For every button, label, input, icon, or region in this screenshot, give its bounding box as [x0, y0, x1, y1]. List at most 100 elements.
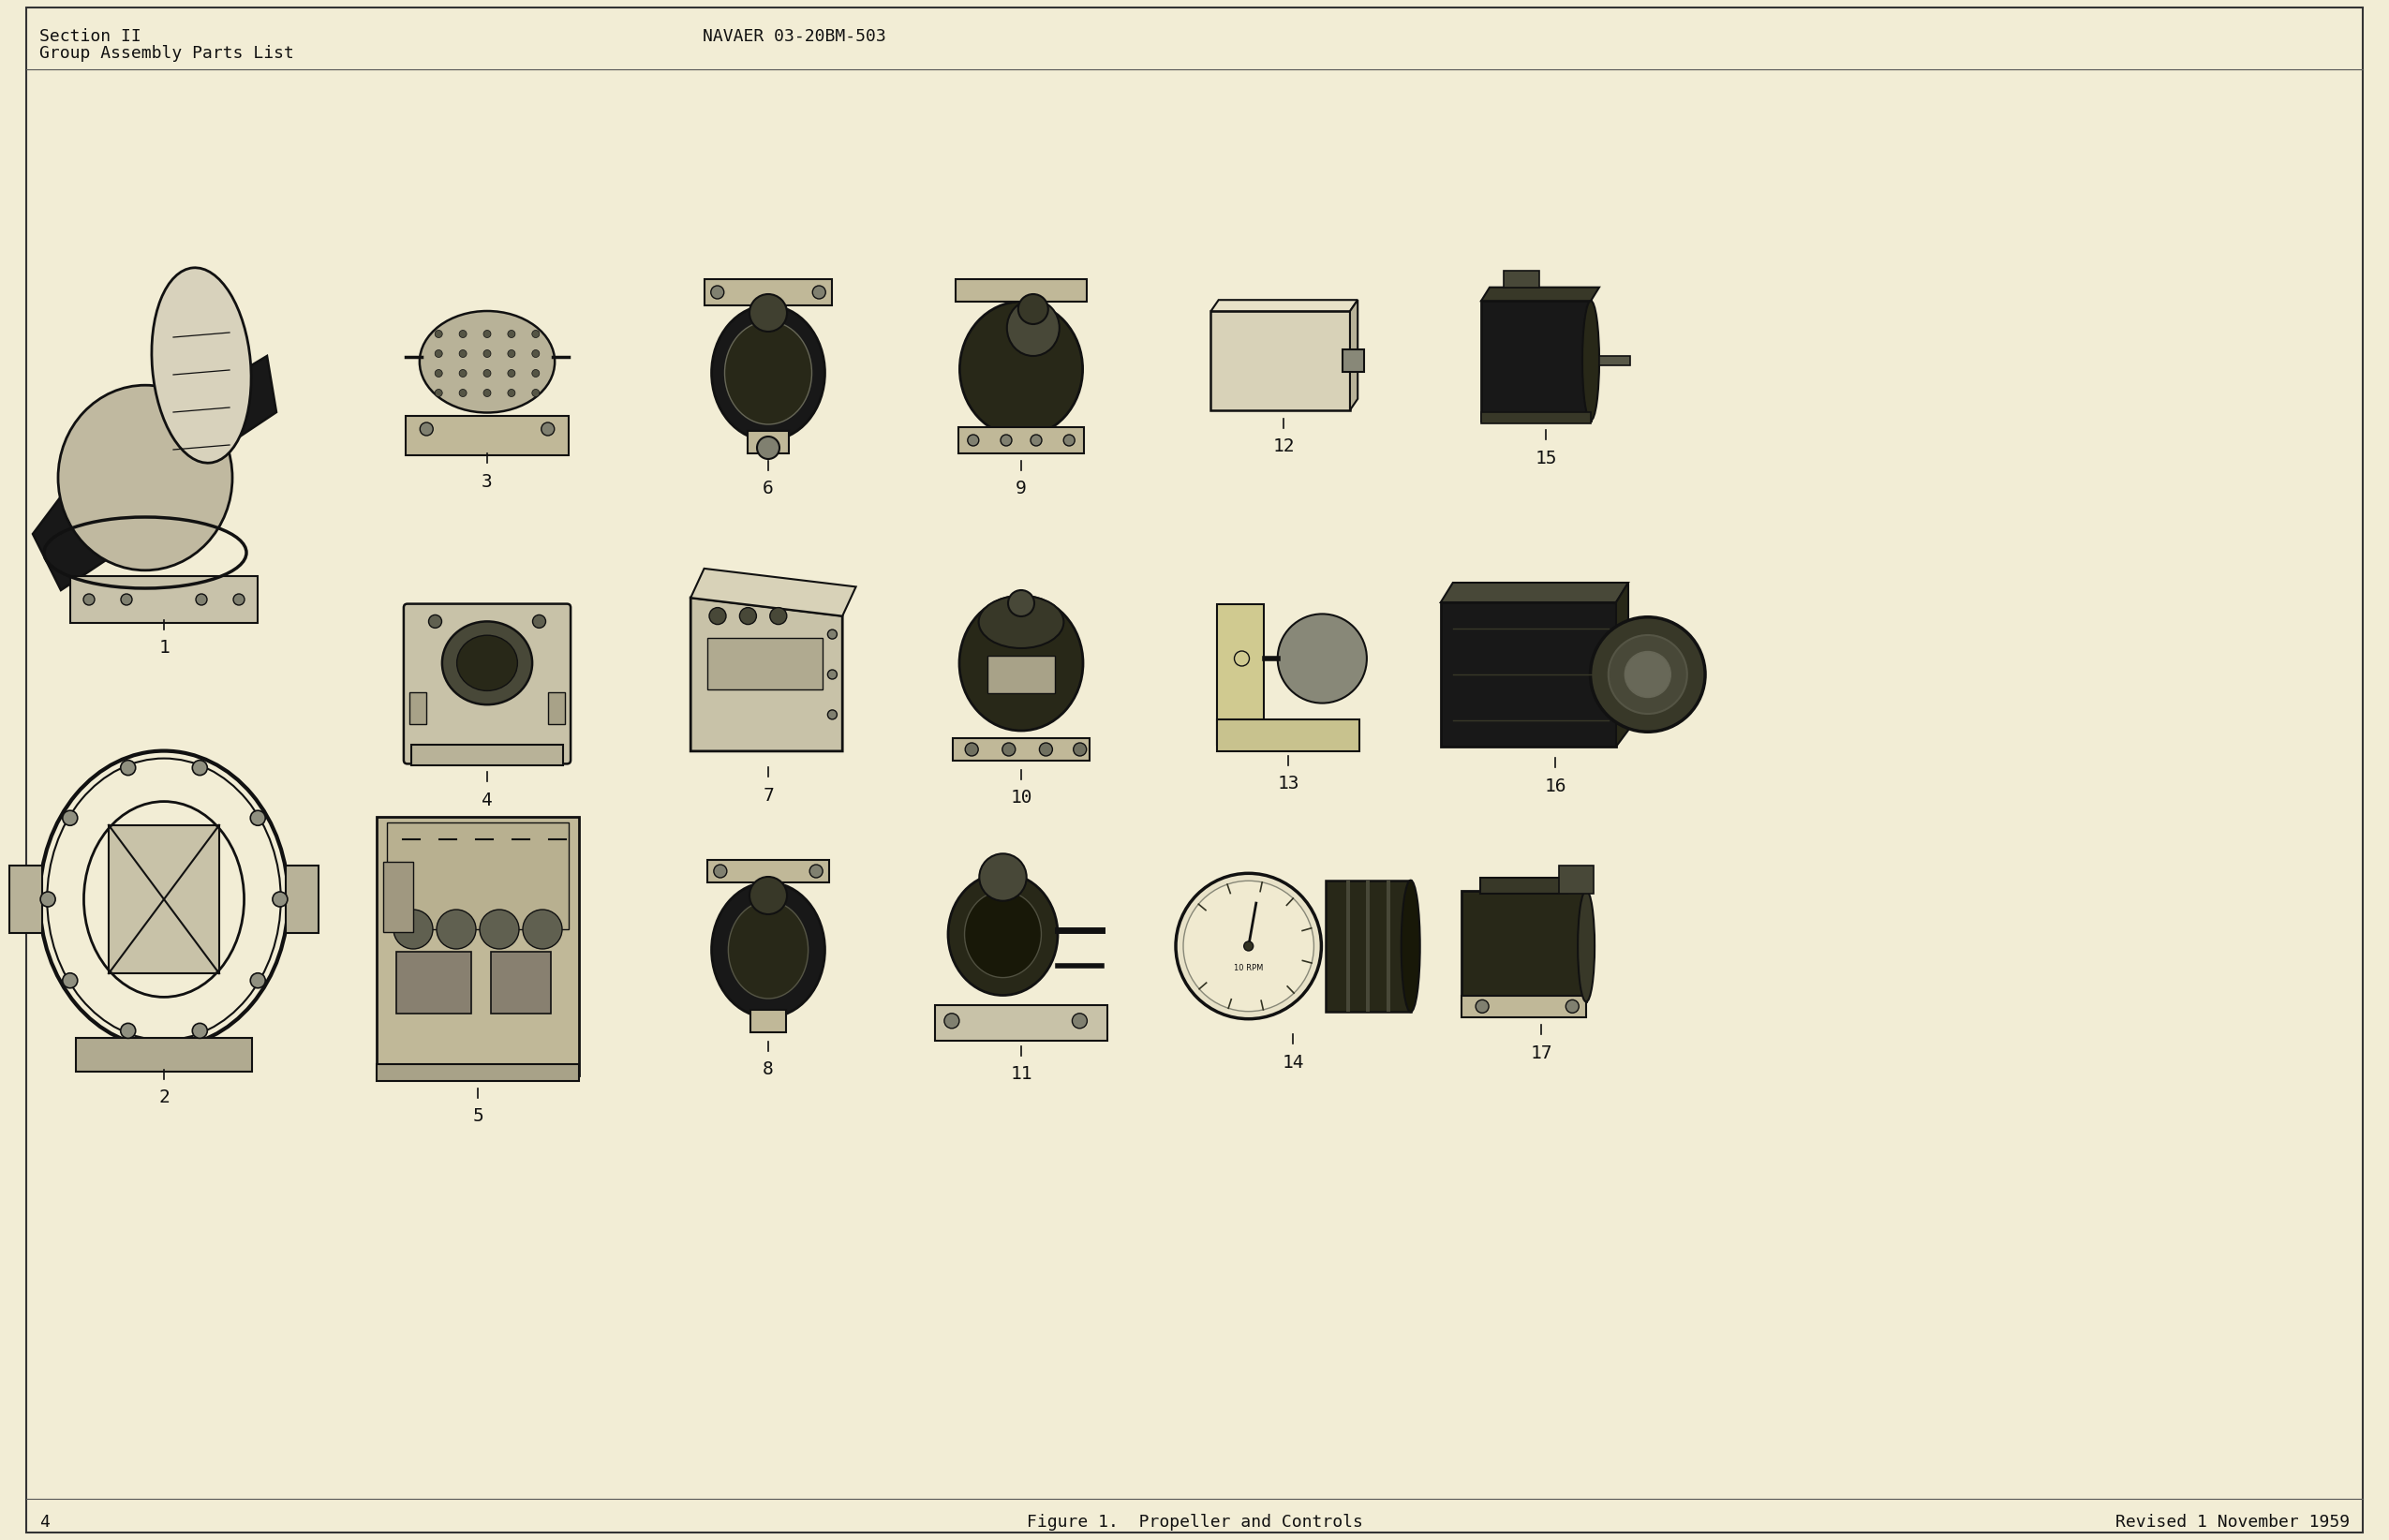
- Circle shape: [1073, 742, 1087, 756]
- Circle shape: [483, 390, 490, 397]
- Bar: [1598, 356, 1629, 365]
- Ellipse shape: [420, 311, 554, 413]
- Bar: [1481, 878, 1567, 893]
- Circle shape: [509, 350, 516, 357]
- Circle shape: [533, 390, 540, 397]
- Circle shape: [459, 350, 466, 357]
- Circle shape: [533, 330, 540, 337]
- Circle shape: [480, 910, 518, 949]
- Bar: [750, 1010, 786, 1032]
- Ellipse shape: [960, 302, 1082, 436]
- Ellipse shape: [965, 892, 1042, 978]
- Polygon shape: [1211, 300, 1357, 311]
- Bar: [10, 865, 43, 933]
- Bar: [547, 693, 566, 724]
- Circle shape: [757, 436, 779, 459]
- Circle shape: [1278, 614, 1367, 704]
- Bar: [382, 862, 413, 932]
- Text: Figure 1.  Propeller and Controls: Figure 1. Propeller and Controls: [1027, 1514, 1362, 1531]
- Text: Section II: Section II: [38, 28, 141, 45]
- Ellipse shape: [442, 622, 533, 705]
- Circle shape: [1039, 742, 1054, 756]
- Polygon shape: [1350, 300, 1357, 410]
- Text: Revised 1 November 1959: Revised 1 November 1959: [2114, 1514, 2351, 1531]
- Text: 4: 4: [38, 1514, 50, 1531]
- Circle shape: [420, 422, 432, 436]
- Bar: [1558, 865, 1593, 893]
- Circle shape: [234, 594, 244, 605]
- Bar: [707, 859, 829, 882]
- Bar: [1211, 311, 1350, 410]
- Bar: [108, 825, 220, 973]
- Text: 2: 2: [158, 1089, 170, 1106]
- Bar: [1386, 881, 1390, 1012]
- Circle shape: [968, 434, 979, 447]
- Text: 5: 5: [473, 1107, 483, 1126]
- Bar: [953, 738, 1089, 761]
- Circle shape: [194, 1023, 208, 1038]
- Polygon shape: [690, 568, 855, 616]
- Text: 14: 14: [1283, 1053, 1304, 1072]
- Circle shape: [119, 761, 136, 775]
- Polygon shape: [1481, 288, 1598, 300]
- Bar: [707, 638, 822, 688]
- Text: 1: 1: [158, 639, 170, 656]
- Bar: [1345, 881, 1350, 1012]
- Circle shape: [84, 594, 96, 605]
- Polygon shape: [1615, 582, 1629, 747]
- Text: NAVAER 03-20BM-503: NAVAER 03-20BM-503: [702, 28, 886, 45]
- Circle shape: [1030, 434, 1042, 447]
- Polygon shape: [1441, 582, 1629, 602]
- Circle shape: [827, 670, 836, 679]
- Bar: [287, 865, 318, 933]
- Ellipse shape: [724, 322, 812, 425]
- Circle shape: [394, 910, 432, 949]
- Bar: [987, 656, 1056, 693]
- Circle shape: [459, 370, 466, 377]
- Circle shape: [1008, 590, 1034, 616]
- Ellipse shape: [1402, 881, 1419, 1012]
- Circle shape: [533, 614, 545, 628]
- Ellipse shape: [960, 596, 1082, 730]
- Bar: [377, 1064, 578, 1081]
- Polygon shape: [191, 356, 277, 459]
- Bar: [1343, 350, 1364, 371]
- FancyBboxPatch shape: [404, 604, 571, 764]
- Ellipse shape: [456, 636, 518, 691]
- Text: 10 RPM: 10 RPM: [1233, 964, 1264, 972]
- Ellipse shape: [948, 873, 1058, 995]
- Circle shape: [509, 330, 516, 337]
- Bar: [956, 279, 1087, 302]
- Circle shape: [251, 810, 265, 825]
- Circle shape: [437, 910, 475, 949]
- Bar: [409, 693, 428, 724]
- Circle shape: [483, 350, 490, 357]
- Bar: [397, 952, 471, 1013]
- Text: 12: 12: [1273, 437, 1295, 456]
- Text: 6: 6: [762, 479, 774, 497]
- Circle shape: [542, 422, 554, 436]
- Circle shape: [710, 608, 726, 624]
- Text: 8: 8: [762, 1061, 774, 1078]
- Circle shape: [1175, 873, 1321, 1019]
- Circle shape: [251, 973, 265, 989]
- Circle shape: [119, 1023, 136, 1038]
- Circle shape: [769, 608, 786, 624]
- Circle shape: [965, 742, 977, 756]
- Polygon shape: [690, 598, 843, 752]
- Ellipse shape: [57, 385, 232, 570]
- Circle shape: [435, 350, 442, 357]
- Bar: [490, 952, 552, 1013]
- Circle shape: [1073, 1013, 1087, 1029]
- Text: 13: 13: [1278, 775, 1300, 793]
- Circle shape: [1245, 941, 1254, 950]
- Text: 17: 17: [1529, 1044, 1553, 1061]
- Text: 10: 10: [1011, 788, 1032, 807]
- Bar: [69, 576, 258, 624]
- Text: 4: 4: [483, 792, 492, 809]
- Circle shape: [1565, 999, 1579, 1013]
- Circle shape: [533, 370, 540, 377]
- Circle shape: [194, 761, 208, 775]
- Circle shape: [750, 294, 786, 331]
- Text: 9: 9: [1015, 479, 1027, 497]
